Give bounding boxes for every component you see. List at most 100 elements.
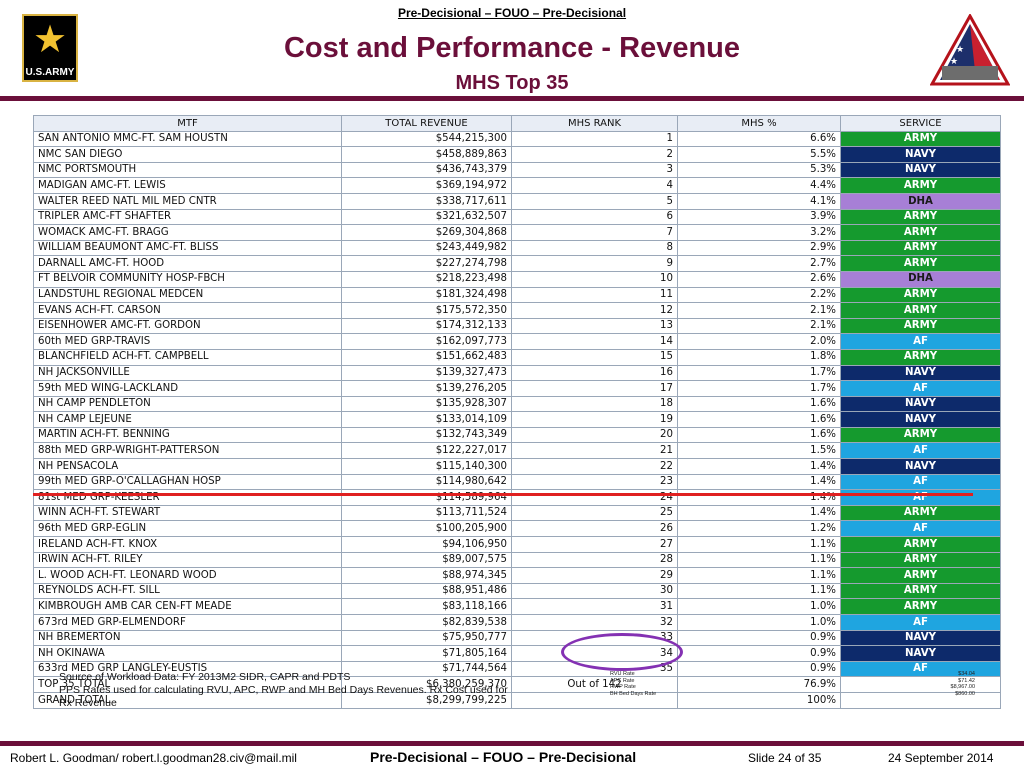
cell-service: ARMY: [840, 582, 1001, 600]
col-header-service: SERVICE: [840, 115, 1001, 132]
cell-mtf: NH BREMERTON: [33, 629, 342, 647]
cell-rank: 18: [511, 395, 678, 413]
cell-rank: 13: [511, 317, 678, 335]
cell-revenue: $88,951,486: [341, 582, 512, 600]
cell-rank: 17: [511, 380, 678, 397]
cell-rank: 1: [511, 130, 678, 148]
cell-rank: 5: [511, 192, 678, 210]
cell-revenue: $544,215,300: [341, 130, 512, 148]
cell-service: AF: [840, 660, 1001, 678]
table-row: NH CAMP LEJEUNE $133,014,109 19 1.6% NAVY: [33, 411, 1001, 428]
table-row: EVANS ACH-FT. CARSON $175,572,350 12 2.1% AR…: [33, 302, 1001, 319]
cutoff-line: [33, 493, 973, 496]
table-row: IRELAND ACH-FT. KNOX $94,106,950 27 1.1% ARM…: [33, 536, 1001, 553]
cell-revenue: $139,276,205: [341, 380, 512, 397]
star-icon: ★: [32, 19, 68, 61]
cell-service: NAVY: [840, 161, 1001, 179]
cell-pct: 5.5%: [677, 146, 841, 163]
cell-pct: 1.1%: [677, 551, 841, 569]
table-header-row: MTF TOTAL REVENUE MHS RANK MHS % SERVICE: [33, 115, 1001, 132]
cell-rank: 30: [511, 582, 678, 600]
highlight-circle: [561, 633, 683, 671]
source-note: Source of Workload Data: FY 2013M2 SIDR,…: [59, 671, 519, 710]
source-note-line1: Source of Workload Data: FY 2013M2 SIDR,…: [59, 671, 351, 683]
cell-mtf: FT BELVOIR COMMUNITY HOSP-FBCH: [33, 270, 342, 288]
total-row: GRAND TOTAL $8,299,799,225 100%: [33, 691, 1001, 709]
cell-rank: 19: [511, 411, 678, 428]
cell-pct: 1.2%: [677, 520, 841, 538]
logo-text: U.S.ARMY: [25, 67, 75, 78]
cell-revenue: $71,805,164: [341, 645, 512, 662]
cell-mtf: MARTIN ACH-FT. BENNING: [33, 426, 342, 444]
page-title: Cost and Performance - Revenue: [283, 32, 741, 64]
classification-header: Pre-Decisional – FOUO – Pre-Decisional: [397, 6, 627, 20]
table-row: WALTER REED NATL MIL MED CNTR $338,717,61…: [33, 192, 1001, 210]
cell-rank: 22: [511, 458, 678, 475]
cell-mtf: DARNALL AMC-FT. HOOD: [33, 255, 342, 272]
table-row: 59th MED WING-LACKLAND $139,276,205 17 1.7%…: [33, 380, 1001, 397]
cell-pct: 1.1%: [677, 567, 841, 584]
col-header-mtf: MTF: [33, 115, 342, 132]
cell-pct: 2.9%: [677, 239, 841, 257]
cell-pct: 3.9%: [677, 208, 841, 226]
rate-row: RVU Rate $34.04: [610, 671, 975, 678]
cell-pct: 1.7%: [677, 380, 841, 397]
total-row: TOP 35 TOTAL $6,380,259,370 Out of 142 76.9…: [33, 676, 1001, 693]
cell-pct: 6.6%: [677, 130, 841, 148]
cell-service: AF: [840, 473, 1001, 491]
cell-service: NAVY: [840, 645, 1001, 662]
cell-revenue: $175,572,350: [341, 302, 512, 319]
cell-rank: 21: [511, 442, 678, 460]
cell-pct: 1.1%: [677, 582, 841, 600]
cell-revenue: $114,980,642: [341, 473, 512, 491]
table-row: MADIGAN AMC-FT. LEWIS $369,194,972 4 4.4% AR…: [33, 177, 1001, 194]
rate-label: RWP Rate: [610, 684, 636, 690]
cell-revenue: $94,106,950: [341, 536, 512, 553]
cell-rank: 7: [511, 224, 678, 241]
cell-revenue: $321,632,507: [341, 208, 512, 226]
cell-service: NAVY: [840, 395, 1001, 413]
rate-label: BH Bed Days Rate: [610, 690, 657, 697]
table-row: NH JACKSONVILLE $139,327,473 16 1.7% NAVY: [33, 364, 1001, 382]
rate-value: $34.04: [958, 671, 975, 677]
cell-revenue: $89,007,575: [341, 551, 512, 569]
cell-revenue: $227,274,798: [341, 255, 512, 272]
cell-mtf: LANDSTUHL REGIONAL MEDCEN: [33, 286, 342, 304]
footer-author: Robert L. Goodman/ robert.l.goodman28.ci…: [10, 751, 297, 765]
col-header-rank: MHS RANK: [511, 115, 678, 132]
cell-mtf: NH JACKSONVILLE: [33, 364, 342, 382]
cell-service: ARMY: [840, 208, 1001, 226]
cell-pct: 1.1%: [677, 536, 841, 553]
cell-pct: 3.2%: [677, 224, 841, 241]
cell-rank: 10: [511, 270, 678, 288]
cell-mtf: NH OKINAWA: [33, 645, 342, 662]
cell-rank: 8: [511, 239, 678, 257]
table-row: 673rd MED GRP-ELMENDORF $82,839,538 32 1.0%…: [33, 614, 1001, 631]
cell-rank: 32: [511, 614, 678, 631]
rate-value: $71.42: [958, 677, 975, 684]
cell-pct: 1.6%: [677, 411, 841, 428]
cell-service: AF: [840, 442, 1001, 460]
table-row: FT BELVOIR COMMUNITY HOSP-FBCH $218,223,4…: [33, 270, 1001, 288]
cell-mtf: NH CAMP PENDLETON: [33, 395, 342, 413]
cell-service: AF: [840, 380, 1001, 397]
cell-rank: 29: [511, 567, 678, 584]
page-subtitle: MHS Top 35: [455, 72, 569, 94]
cell-service: NAVY: [840, 629, 1001, 647]
table-row: NH BREMERTON $75,950,777 33 0.9% NAVY: [33, 629, 1001, 647]
cell-mtf: NH PENSACOLA: [33, 458, 342, 475]
rate-row: BH Bed Days Rate $860.00: [610, 691, 975, 698]
cell-mtf: 673rd MED GRP-ELMENDORF: [33, 614, 342, 631]
header-rule: [0, 96, 1024, 101]
cell-revenue: $113,711,524: [341, 504, 512, 522]
cell-service: ARMY: [840, 286, 1001, 304]
cell-pct: 0.9%: [677, 645, 841, 662]
cell-mtf: SAN ANTONIO MMC-FT. SAM HOUSTN: [33, 130, 342, 148]
footer-rule: [0, 741, 1024, 746]
cell-service: DHA: [840, 270, 1001, 288]
cell-revenue: $83,118,166: [341, 598, 512, 615]
rate-row: RWP Rate $8,967.00: [610, 684, 975, 691]
cell-mtf: 59th MED WING-LACKLAND: [33, 380, 342, 397]
cell-mtf: IRWIN ACH-FT. RILEY: [33, 551, 342, 569]
cell-revenue: $338,717,611: [341, 192, 512, 210]
